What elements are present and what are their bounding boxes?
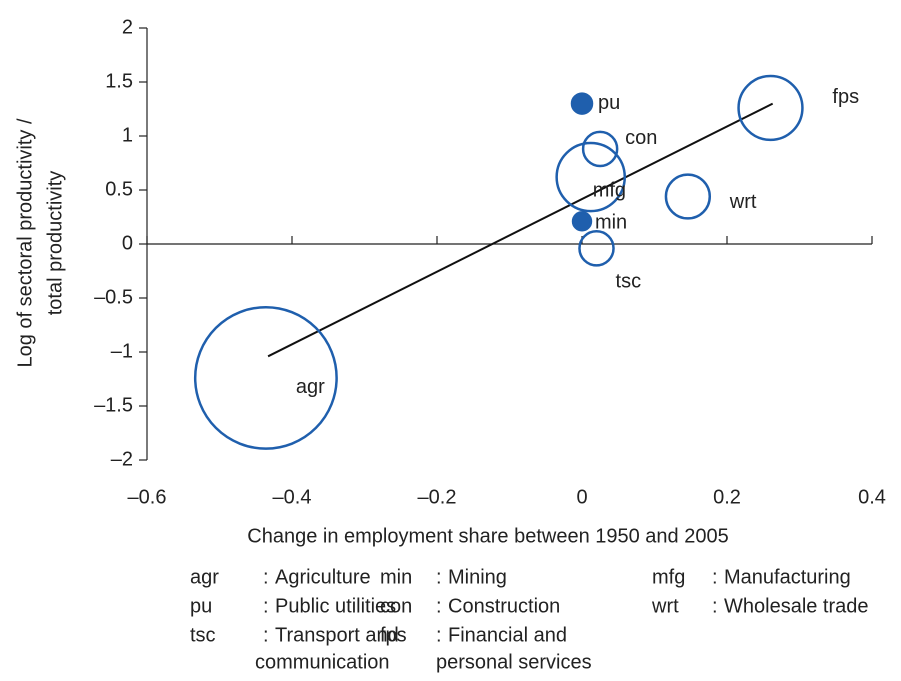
x-tick-label: –0.6 xyxy=(128,486,167,508)
bubble xyxy=(664,173,712,220)
key-name: communication xyxy=(255,651,390,673)
bubble xyxy=(193,305,338,450)
key-name: Wholesale trade xyxy=(724,595,869,617)
bubble-label: con xyxy=(625,127,657,149)
y-tick-label: 0.5 xyxy=(105,178,133,200)
bubble-label: mfg xyxy=(593,179,626,201)
bubble xyxy=(570,92,594,115)
y-tick-label: 0 xyxy=(122,232,133,254)
y-tick-label: 1.5 xyxy=(105,70,133,92)
key-abbr: agr xyxy=(190,566,219,588)
key-separator: : xyxy=(712,566,718,588)
key-name: Construction xyxy=(448,595,560,617)
y-tick-label: –1 xyxy=(111,340,133,362)
key-name: personal services xyxy=(436,651,592,673)
x-tick-label: 0 xyxy=(576,486,587,508)
key-abbr: tsc xyxy=(190,624,216,646)
x-tick-label: 0.2 xyxy=(713,486,741,508)
key-abbr: fps xyxy=(380,624,407,646)
key-separator: : xyxy=(263,624,269,646)
y-tick-label: –1.5 xyxy=(94,394,133,416)
key-separator: : xyxy=(436,566,442,588)
key-name: Transport and xyxy=(275,624,399,646)
bubble-label: agr xyxy=(296,376,325,398)
key-abbr: min xyxy=(380,566,412,588)
key-name: Agriculture xyxy=(275,566,371,588)
bubble-label: pu xyxy=(598,92,620,114)
key-separator: : xyxy=(263,595,269,617)
y-axis-label: total productivity xyxy=(44,171,66,316)
key-name: Public utilities xyxy=(275,595,396,617)
x-axis-label: Change in employment share between 1950 … xyxy=(247,525,728,547)
key-separator: : xyxy=(436,624,442,646)
key-name: Mining xyxy=(448,566,507,588)
key-abbr: wrt xyxy=(651,595,679,617)
y-axis-label: Log of sectoral productivity / xyxy=(14,118,36,367)
y-tick-label: 2 xyxy=(122,16,133,38)
bubble xyxy=(737,74,804,142)
trend-line xyxy=(267,102,774,358)
x-tick-label: 0.4 xyxy=(858,486,886,508)
key-separator: : xyxy=(263,566,269,588)
key-abbr: mfg xyxy=(652,566,685,588)
bubble-label: fps xyxy=(832,86,859,108)
key-name: Manufacturing xyxy=(724,566,851,588)
x-tick-label: –0.2 xyxy=(418,486,457,508)
bubble-label: wrt xyxy=(729,191,757,213)
key-separator: : xyxy=(712,595,718,617)
bubble xyxy=(578,230,615,267)
bubble-label: min xyxy=(595,212,627,234)
key-name: Financial and xyxy=(448,624,567,646)
key-abbr: pu xyxy=(190,595,212,617)
y-tick-label: 1 xyxy=(122,124,133,146)
bubble xyxy=(555,141,627,213)
x-tick-label: –0.4 xyxy=(273,486,312,508)
bubble xyxy=(571,211,593,232)
y-tick-label: –0.5 xyxy=(94,286,133,308)
y-tick-label: –2 xyxy=(111,448,133,470)
key-abbr: con xyxy=(380,595,412,617)
bubble-label: tsc xyxy=(616,271,642,293)
bubble xyxy=(581,130,619,168)
key-separator: : xyxy=(436,595,442,617)
